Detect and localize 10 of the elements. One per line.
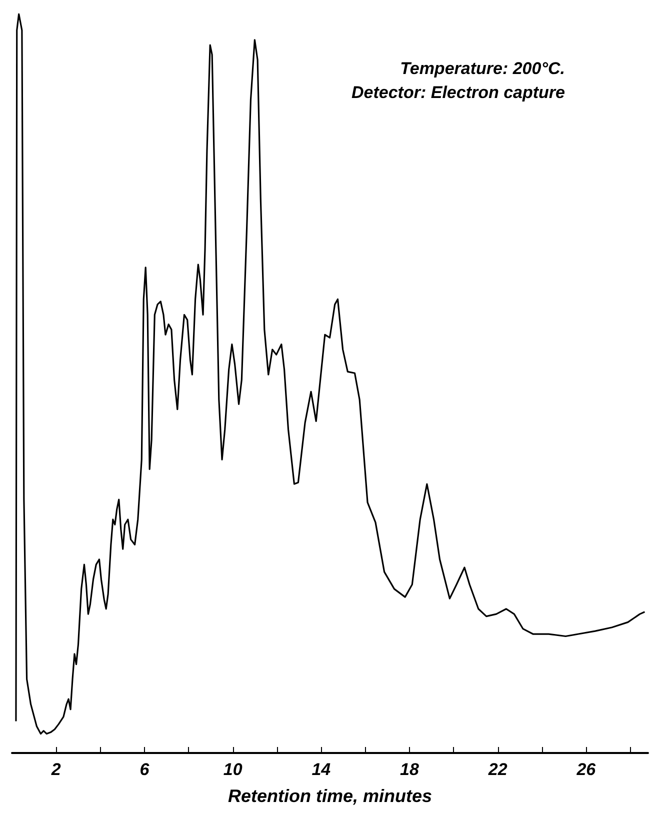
x-tick-label: 10	[223, 760, 243, 779]
x-tick-label: 26	[576, 760, 596, 779]
annotation: Temperature: 200°C.	[400, 59, 566, 78]
x-tick-label: 22	[487, 760, 508, 779]
x-tick-label: 14	[312, 760, 332, 779]
x-tick-label: 6	[140, 760, 150, 779]
x-tick-label: 2	[50, 760, 62, 779]
x-tick-label: 18	[400, 760, 420, 779]
annotation: Detector: Electron capture	[352, 83, 566, 102]
x-axis-title: Retention time, minutes	[228, 786, 432, 806]
